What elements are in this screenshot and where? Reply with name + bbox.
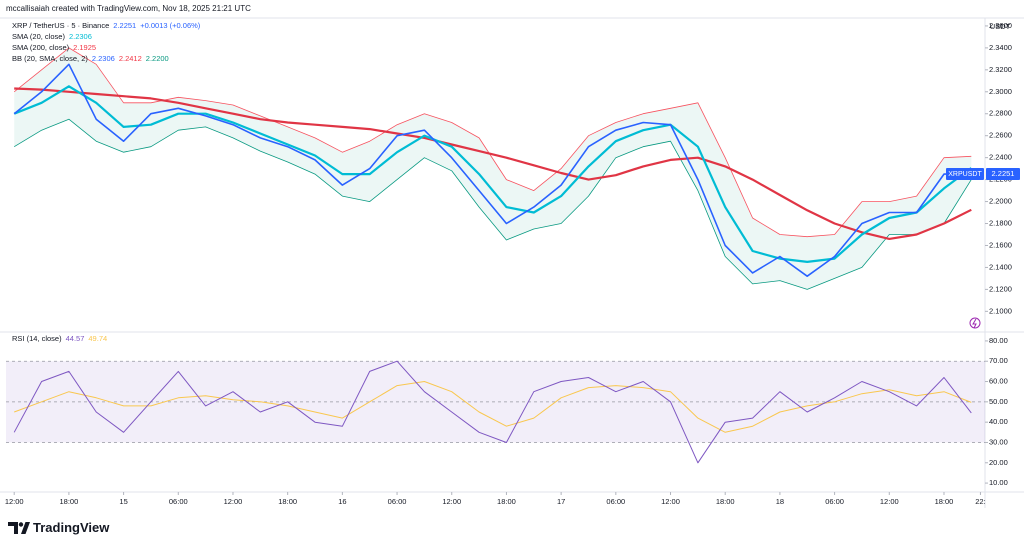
y-tick-label: 30.00 (989, 437, 1008, 446)
series-line (13, 85, 972, 263)
y-tick-label: 70.00 (989, 356, 1008, 365)
x-tick-label: 18:00 (278, 497, 297, 506)
legend-name: BB (20, SMA, close, 2) (12, 54, 88, 63)
x-tick-label: 22: (975, 497, 985, 506)
x-tick-label: 12:00 (224, 497, 243, 506)
series-line (13, 360, 972, 464)
y-tick-label: 2.1000 (989, 306, 1012, 315)
legend-name: SMA (200, close) (12, 43, 70, 52)
legend-value: 49.74 (88, 334, 107, 343)
x-tick-label: 06:00 (606, 497, 625, 506)
y-tick-label: 40.00 (989, 417, 1008, 426)
y-tick-label: 2.2400 (989, 153, 1012, 162)
logo-text: TradingView (33, 520, 110, 535)
price-tag-name: XRPUSDT (948, 171, 982, 178)
y-tick-label: 2.1200 (989, 284, 1012, 293)
y-tick-label: 2.3600 (989, 21, 1012, 30)
legend-entry: XRP / TetherUS · 5 · Binance 2.2251 +0.001… (12, 21, 201, 30)
series-line (14, 87, 972, 240)
legend-entry: BB (20, SMA, close, 2) 2.2306 2.2412 2.2200 (12, 54, 169, 63)
y-tick-label: 2.3400 (989, 43, 1012, 52)
y-tick-label: 50.00 (989, 397, 1008, 406)
y-tick-label: 2.1600 (989, 240, 1012, 249)
logo-mark (8, 522, 18, 534)
legend-name: RSI (14, close) (12, 334, 62, 343)
legend-entry: RSI (14, close) 44.57 49.74 (12, 334, 107, 343)
logo: TradingView (8, 520, 110, 535)
plot-area (6, 360, 985, 464)
series-line (13, 118, 972, 290)
x-tick-label: 16 (338, 497, 346, 506)
legend-name: SMA (20, close) (12, 32, 65, 41)
legend-title: XRP / TetherUS · 5 · Binance (12, 21, 109, 30)
x-tick-label: 06:00 (388, 497, 407, 506)
x-tick-label: 12:00 (442, 497, 461, 506)
legend-value: 2.2200 (146, 54, 169, 63)
x-tick-label: 18:00 (60, 497, 79, 506)
legend-entry: SMA (200, close) 2.1925 (12, 43, 96, 52)
logo-dot (18, 522, 24, 527)
plot-area (13, 47, 972, 290)
y-tick-label: 10.00 (989, 478, 1008, 487)
legend-value: +0.0013 (+0.06%) (140, 21, 201, 30)
series-line (13, 63, 972, 277)
y-tick-label: 2.2000 (989, 197, 1012, 206)
bb-fill (14, 47, 972, 290)
y-tick-label: 2.3200 (989, 65, 1012, 74)
legend-value: 2.2412 (119, 54, 142, 63)
x-tick-label: 12:00 (5, 497, 24, 506)
y-tick-label: 80.00 (989, 336, 1008, 345)
x-tick-label: 17 (557, 497, 565, 506)
x-tick-label: 15 (119, 497, 127, 506)
legend-value: 2.2306 (92, 54, 115, 63)
legend-value: 2.1925 (73, 43, 96, 52)
x-tick-label: 18:00 (716, 497, 735, 506)
legend-value: 2.2306 (69, 32, 92, 41)
x-tick-label: 18:00 (497, 497, 516, 506)
series-line (13, 47, 972, 238)
price-tag-box (946, 168, 984, 181)
x-tick-label: 18:00 (935, 497, 954, 506)
x-tick-label: 18 (776, 497, 784, 506)
y-tick-label: 2.2600 (989, 131, 1012, 140)
alert-icon-bolt (972, 318, 977, 329)
legend-value: 2.2251 (113, 21, 136, 30)
x-tick-label: 06:00 (169, 497, 188, 506)
x-tick-label: 12:00 (661, 497, 680, 506)
header: mccallisaiah created with TradingView.co… (6, 4, 251, 13)
legend-entry: SMA (20, close) 2.2306 (12, 32, 92, 41)
alert-icon (969, 317, 981, 329)
price-tag-value: 2.2251 (992, 169, 1015, 178)
logo-mark (21, 522, 30, 534)
x-tick-label: 12:00 (880, 497, 899, 506)
y-tick-label: 2.1800 (989, 219, 1012, 228)
legend-value: 44.57 (66, 334, 85, 343)
y-tick-label: 60.00 (989, 377, 1008, 386)
y-axis-label: USDT (990, 22, 1011, 31)
y-tick-label: 2.3000 (989, 87, 1012, 96)
price-tag-value-box (986, 168, 1020, 181)
y-tick-label: 2.2800 (989, 109, 1012, 118)
y-tick-label: 2.1400 (989, 262, 1012, 271)
x-tick-label: 06:00 (825, 497, 844, 506)
series-line (14, 381, 972, 433)
y-tick-label: 20.00 (989, 458, 1008, 467)
